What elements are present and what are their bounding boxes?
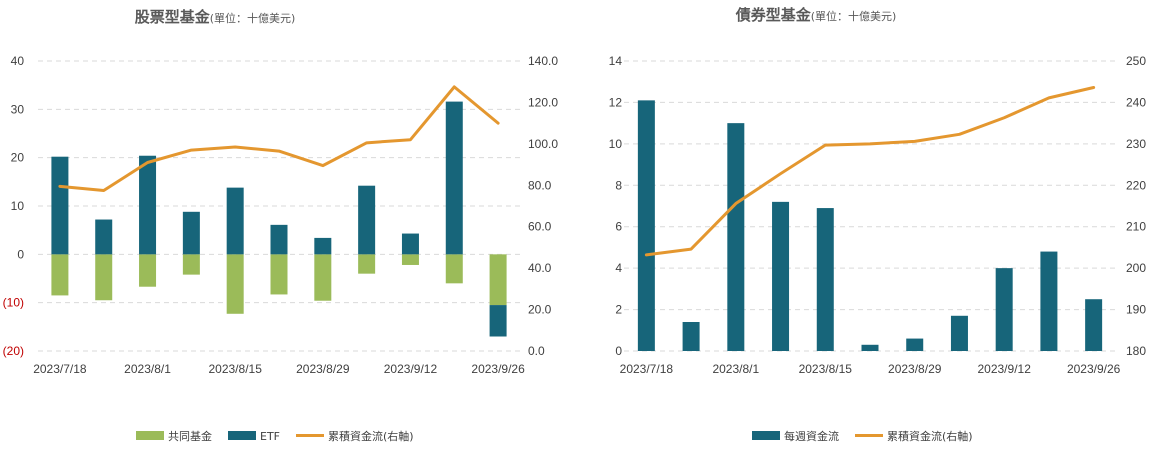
legend-item: 共同基金 — [136, 429, 212, 443]
legend-label: 共同基金 — [168, 429, 212, 443]
bar-etf — [226, 187, 244, 255]
bar-etf — [51, 156, 69, 255]
y-tick-label: 0 — [615, 344, 622, 358]
y2-tick-label: 140.0 — [528, 54, 558, 68]
x-tick-label: 2023/9/12 — [384, 362, 438, 376]
y2-tick-label: 40.0 — [528, 261, 552, 275]
bar-etf — [358, 185, 376, 255]
y-tick-label: 40 — [11, 54, 25, 68]
y2-tick-label: 120.0 — [528, 95, 558, 109]
bar-mutual — [270, 254, 288, 295]
legend-label: ETF — [260, 430, 280, 443]
y2-tick-label: 190 — [1126, 303, 1146, 317]
y-tick-label: 12 — [609, 95, 623, 109]
y-tick-label: 30 — [11, 102, 25, 116]
legend-swatch — [752, 431, 780, 440]
bar-weekly — [1085, 299, 1103, 351]
legend-item: 每週資金流 — [752, 429, 839, 443]
y-tick-label: 10 — [11, 199, 25, 213]
bar-mutual — [95, 254, 113, 301]
legend-item: 累積資金流(右軸) — [855, 429, 973, 443]
bar-weekly — [950, 315, 968, 351]
bar-weekly — [682, 322, 700, 351]
y2-tick-label: 60.0 — [528, 220, 552, 234]
bar-mutual — [51, 254, 69, 296]
bar-mutual — [139, 254, 157, 287]
x-tick-label: 2023/8/1 — [712, 362, 759, 376]
y-tick-label: 6 — [615, 220, 622, 234]
bond-fund-chart: 債券型基金(單位：十億美元) 0 2 4 6 8 10 12 14 180 190 200 210 22… — [609, 6, 1147, 443]
bar-weekly — [772, 201, 790, 351]
y2-tick-label: 230 — [1126, 137, 1146, 151]
bar-mutual — [401, 254, 419, 265]
cumulative-flow-line — [58, 85, 500, 192]
x-tick-label: 2023/8/15 — [799, 362, 853, 376]
y2-tick-label: 200 — [1126, 261, 1146, 275]
chart-title: 債券型基金(單位：十億美元) — [735, 6, 897, 24]
bar-weekly — [816, 208, 834, 351]
bar-etf — [489, 305, 507, 337]
y-tick-label: 4 — [615, 261, 622, 275]
y-tick-label: 2 — [615, 303, 622, 317]
bar-weekly — [1040, 251, 1058, 351]
x-tick-label: 2023/8/1 — [124, 362, 171, 376]
y-tick-label: 14 — [609, 54, 623, 68]
bar-etf — [95, 219, 113, 255]
x-tick-label: 2023/9/26 — [471, 362, 525, 376]
legend-label: 累積資金流(右軸) — [328, 429, 414, 443]
y2-tick-label: 220 — [1126, 178, 1146, 192]
x-tick-label: 2023/9/26 — [1067, 362, 1121, 376]
bar-etf — [139, 155, 157, 255]
y2-tick-label: 80.0 — [528, 178, 552, 192]
y2-tick-label: 250 — [1126, 54, 1146, 68]
legend-swatch — [136, 431, 164, 440]
legend-item: ETF — [228, 430, 280, 443]
y2-tick-label: 0.0 — [528, 344, 545, 358]
y2-tick-label: 240 — [1126, 95, 1146, 109]
x-tick-label: 2023/8/29 — [888, 362, 942, 376]
y-tick-label: 0 — [17, 247, 24, 261]
bar-mutual — [445, 254, 463, 284]
bar-mutual — [182, 254, 200, 275]
bar-etf — [401, 233, 419, 255]
bar-etf — [182, 211, 200, 255]
chart-title: 股票型基金(單位：十億美元) — [135, 8, 296, 26]
y-tick-label: 8 — [615, 178, 622, 192]
y2-tick-label: 210 — [1126, 220, 1146, 234]
legend-item: 累積資金流(右軸) — [296, 429, 414, 443]
x-tick-label: 2023/7/18 — [33, 362, 87, 376]
legend-label: 每週資金流 — [784, 429, 839, 443]
y2-tick-label: 20.0 — [528, 303, 552, 317]
y-tick-label: (10) — [3, 296, 24, 310]
y-tick-label: 10 — [609, 137, 623, 151]
y-tick-label: 20 — [11, 151, 25, 165]
cumulative-flow-line — [644, 86, 1096, 257]
x-tick-label: 2023/9/12 — [977, 362, 1031, 376]
bar-weekly — [861, 344, 879, 351]
bar-etf — [445, 101, 463, 255]
bar-weekly — [637, 100, 655, 351]
y2-tick-label: 100.0 — [528, 137, 558, 151]
y-tick-label: (20) — [3, 344, 24, 358]
bar-mutual — [314, 254, 332, 301]
x-tick-label: 2023/8/15 — [208, 362, 262, 376]
y2-tick-label: 180 — [1126, 344, 1146, 358]
equity-fund-chart: 股票型基金(單位：十億美元) (20) (10) 0 10 20 30 40 0.0 20.0 4… — [3, 8, 559, 443]
bar-weekly — [727, 123, 745, 352]
bar-etf — [314, 237, 332, 255]
bar-mutual — [358, 254, 376, 274]
bar-mutual — [489, 254, 507, 306]
legend-swatch — [228, 431, 256, 440]
bar-etf — [270, 224, 288, 255]
x-tick-label: 2023/8/29 — [296, 362, 350, 376]
legend-label: 累積資金流(右軸) — [887, 429, 973, 443]
bar-weekly — [906, 338, 924, 351]
bar-weekly — [995, 268, 1013, 351]
bar-mutual — [226, 254, 244, 314]
x-tick-label: 2023/7/18 — [620, 362, 674, 376]
